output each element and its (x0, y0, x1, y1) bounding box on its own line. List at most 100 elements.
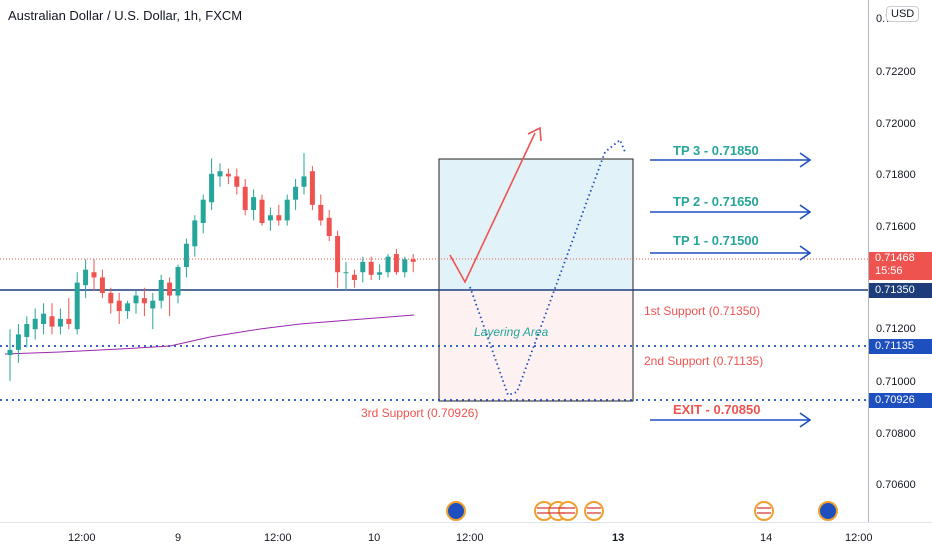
candle-body (276, 215, 282, 221)
support-2-label: 2nd Support (0.71135) (644, 354, 763, 368)
arrow-tp3 (650, 152, 812, 168)
candle-body (91, 272, 97, 278)
currency-button[interactable]: USD (886, 6, 920, 22)
price-tick: 0.72200 (876, 66, 916, 78)
price-tick: 0.71000 (876, 376, 916, 388)
candle-body (377, 272, 383, 275)
flag-au-icon[interactable] (446, 501, 466, 521)
candle-body (259, 199, 265, 224)
price-axis: 0.72200 0.72000 0.71800 0.71600 0.71200 … (876, 66, 916, 491)
candle-body (402, 259, 408, 273)
candle-body (99, 277, 105, 293)
tp2-label: TP 2 - 0.71650 (673, 194, 759, 209)
flag-stripes (537, 507, 771, 514)
candle-body (343, 272, 349, 274)
tp1-label: TP 1 - 0.71500 (673, 233, 759, 248)
time-tick: 12:00 (68, 532, 96, 544)
candle-body (133, 295, 139, 304)
time-tick: 13 (612, 532, 624, 544)
candle-body (385, 256, 391, 273)
flag-au-icon[interactable] (818, 501, 838, 521)
candle-body (41, 313, 47, 325)
candle-body (284, 199, 290, 221)
candle-body (108, 292, 114, 304)
candle-body (301, 176, 307, 187)
candle-body (234, 176, 240, 187)
target-arrows (650, 152, 812, 428)
layering-area-label: Layering Area (474, 325, 549, 339)
candle-body (175, 267, 181, 296)
time-tick: 12:00 (456, 532, 484, 544)
candles-group (7, 153, 416, 381)
candle-body (242, 186, 248, 211)
candle-body (309, 171, 315, 205)
candle-body (318, 204, 324, 221)
candle-body (49, 316, 55, 327)
time-tick: 9 (175, 532, 181, 544)
candle-body (167, 282, 173, 296)
support-1-label: 1st Support (0.71350) (644, 304, 760, 318)
candle-body (225, 173, 231, 177)
price-tick: 0.71800 (876, 169, 916, 181)
candle-body (158, 279, 164, 301)
time-tick: 10 (368, 532, 380, 544)
candle-body (83, 269, 89, 286)
bullish-arrow-head (527, 126, 542, 142)
support-3-label: 3rd Support (0.70926) (361, 406, 478, 420)
candle-body (57, 318, 63, 327)
flag-us-icon[interactable] (584, 501, 604, 521)
bullish-arrow-path (449, 132, 536, 284)
candle-body (15, 334, 21, 350)
price-tick: 0.70800 (876, 428, 916, 440)
bearish-scenario-path (469, 138, 626, 397)
level-tag-71350: 0.71350 (869, 283, 932, 298)
candle-body (293, 186, 299, 200)
level-tag-71135: 0.71135 (869, 339, 932, 354)
candle-body (200, 199, 206, 224)
candle-countdown: 15:56 (875, 265, 903, 277)
candle-body (360, 261, 366, 273)
candle-body (183, 243, 189, 268)
candle-body (217, 171, 223, 177)
candle-body (267, 215, 273, 221)
arrow-tp2 (650, 204, 812, 220)
candle-body (74, 282, 80, 330)
current-price-tag: 0.71468 15:56 (869, 252, 932, 280)
candle-body (326, 217, 332, 236)
time-tick: 12:00 (845, 532, 873, 544)
time-tick: 12:00 (264, 532, 292, 544)
event-icons (446, 501, 838, 521)
tp3-label: TP 3 - 0.71850 (673, 143, 759, 158)
flag-us-icon[interactable] (558, 501, 578, 521)
price-tick: 0.70600 (876, 479, 916, 491)
exit-label: EXIT - 0.70850 (673, 402, 760, 417)
moving-average-line (4, 314, 415, 355)
candle-body (32, 318, 38, 330)
time-tick: 14 (760, 532, 772, 544)
candle-body (7, 349, 13, 356)
price-tick: 0.72000 (876, 118, 916, 130)
candle-body (150, 300, 156, 309)
arrow-tp1 (650, 245, 812, 261)
take-profit-zone (438, 158, 634, 291)
time-axis: 12:00 9 12:00 10 12:00 13 14 12:00 (68, 532, 873, 544)
candle-body (209, 173, 215, 203)
arrow-exit (650, 412, 812, 428)
price-tick: 0.71600 (876, 221, 916, 233)
candle-body (192, 220, 198, 247)
current-price-value: 0.71468 (875, 252, 915, 264)
candle-body (116, 300, 122, 312)
chart-title: Australian Dollar / U.S. Dollar, 1h, FXC… (8, 8, 243, 23)
candle-body (66, 318, 72, 325)
price-tick: 0.71200 (876, 323, 916, 335)
candle-body (251, 197, 257, 211)
candle-body (351, 274, 357, 280)
flag-us-icon[interactable] (754, 501, 774, 521)
candle-body (393, 254, 399, 273)
candle-body (410, 259, 416, 262)
candle-body (125, 303, 131, 312)
candle-body (24, 324, 30, 337)
candle-body (335, 235, 341, 273)
candle-body (141, 298, 147, 304)
